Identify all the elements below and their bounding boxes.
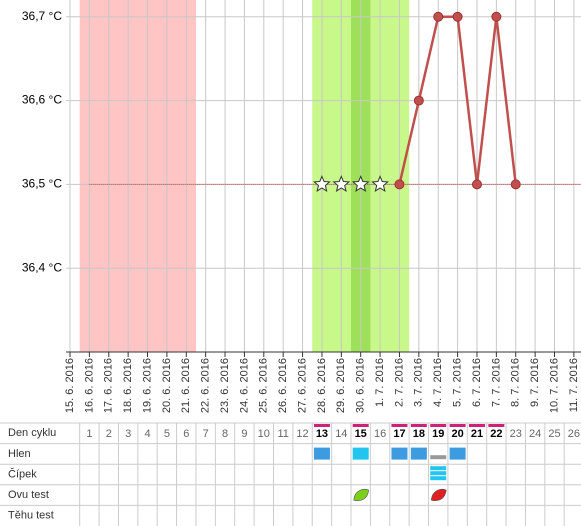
day-number: 22 bbox=[490, 428, 502, 440]
day-number: 5 bbox=[164, 428, 170, 440]
highlight-bar bbox=[352, 424, 369, 427]
x-tick-label: 29. 6. 2016 bbox=[335, 358, 347, 413]
day-number: 26 bbox=[568, 428, 580, 440]
star-point bbox=[371, 175, 389, 192]
row-label: Den cyklu bbox=[8, 427, 56, 439]
hlen-mark bbox=[410, 447, 427, 460]
day-number: 16 bbox=[374, 428, 386, 440]
day-number: 6 bbox=[183, 428, 189, 440]
cipek-line bbox=[430, 466, 447, 471]
highlight-bar bbox=[391, 424, 408, 427]
day-number: 12 bbox=[296, 428, 308, 440]
temperature-point bbox=[413, 95, 424, 106]
x-tick-label: 11. 7. 2016 bbox=[568, 358, 580, 412]
day-number: 1 bbox=[86, 428, 92, 440]
y-tick-label: 36,4 °C bbox=[22, 260, 62, 274]
y-tick-label: 36,5 °C bbox=[22, 177, 62, 191]
star-point bbox=[313, 175, 331, 192]
day-number: 19 bbox=[432, 428, 444, 440]
day-number: 13 bbox=[316, 428, 328, 440]
x-tick-label: 28. 6. 2016 bbox=[316, 358, 328, 413]
x-tick-label: 3. 7. 2016 bbox=[413, 358, 425, 407]
cipek-line bbox=[430, 476, 447, 481]
hlen-mark bbox=[313, 447, 330, 460]
day-number: 18 bbox=[413, 428, 425, 440]
highlight-bar bbox=[488, 424, 505, 427]
day-number: 23 bbox=[510, 428, 522, 440]
x-tick-label: 24. 6. 2016 bbox=[238, 358, 250, 413]
y-tick-label: 36,7 °C bbox=[22, 9, 62, 23]
day-number: 25 bbox=[548, 428, 560, 440]
temperature-point bbox=[491, 11, 502, 22]
temperature-point bbox=[510, 179, 521, 190]
x-tick-label: 27. 6. 2016 bbox=[296, 358, 308, 413]
x-tick-label: 4. 7. 2016 bbox=[432, 358, 444, 407]
x-tick-label: 30. 6. 2016 bbox=[355, 358, 367, 413]
day-number: 2 bbox=[106, 428, 112, 440]
cipek-top bbox=[430, 455, 447, 460]
day-number: 11 bbox=[277, 428, 288, 440]
day-number: 17 bbox=[393, 428, 405, 440]
day-number: 10 bbox=[258, 428, 270, 440]
x-tick-label: 9. 7. 2016 bbox=[529, 358, 541, 407]
temperature-point bbox=[433, 11, 444, 22]
x-tick-label: 23. 6. 2016 bbox=[219, 358, 231, 413]
x-tick-label: 21. 6. 2016 bbox=[180, 358, 192, 413]
ovu-mark bbox=[353, 488, 370, 501]
row-label: Těhu test bbox=[8, 510, 54, 522]
star-point bbox=[351, 175, 370, 192]
x-tick-label: 10. 7. 2016 bbox=[548, 358, 560, 413]
highlight-bar bbox=[410, 424, 427, 427]
day-number: 4 bbox=[144, 428, 150, 440]
highlight-bar bbox=[468, 424, 485, 427]
day-number: 8 bbox=[222, 428, 228, 440]
x-tick-label: 7. 7. 2016 bbox=[490, 358, 502, 407]
temperature-point bbox=[394, 179, 405, 190]
day-number: 3 bbox=[125, 428, 131, 440]
hlen-mark bbox=[352, 447, 369, 460]
x-tick-label: 26. 6. 2016 bbox=[277, 358, 289, 413]
x-tick-label: 22. 6. 2016 bbox=[200, 358, 212, 413]
day-number: 15 bbox=[355, 428, 367, 440]
x-tick-label: 6. 7. 2016 bbox=[471, 358, 483, 407]
hlen-mark bbox=[391, 447, 408, 460]
highlight-bar bbox=[430, 424, 447, 427]
band bbox=[79, 0, 196, 352]
day-number: 21 bbox=[471, 428, 483, 440]
day-number: 7 bbox=[203, 428, 209, 440]
cipek-line bbox=[430, 471, 447, 476]
ovu-mark bbox=[430, 488, 447, 501]
row-label: Hlen bbox=[8, 448, 31, 460]
day-number: 20 bbox=[451, 428, 463, 440]
hlen-mark bbox=[449, 447, 466, 460]
day-number: 24 bbox=[529, 428, 541, 440]
row-label: Čípek bbox=[8, 467, 37, 480]
x-tick-label: 20. 6. 2016 bbox=[161, 358, 173, 413]
x-tick-label: 17. 6. 2016 bbox=[103, 358, 115, 413]
cipek-mark bbox=[430, 455, 447, 481]
x-tick-label: 5. 7. 2016 bbox=[452, 358, 464, 407]
x-tick-label: 15. 6. 2016 bbox=[64, 358, 76, 413]
temperature-point bbox=[452, 11, 463, 22]
x-tick-label: 1. 7. 2016 bbox=[374, 358, 386, 407]
x-tick-label: 18. 6. 2016 bbox=[122, 358, 134, 413]
row-label: Ovu test bbox=[8, 489, 49, 501]
x-tick-label: 19. 6. 2016 bbox=[141, 358, 153, 413]
x-tick-label: 25. 6. 2016 bbox=[258, 358, 270, 413]
y-tick-label: 36,6 °C bbox=[22, 93, 62, 107]
highlight-bar bbox=[449, 424, 466, 427]
day-number: 9 bbox=[241, 428, 247, 440]
x-tick-label: 2. 7. 2016 bbox=[393, 358, 405, 407]
day-number: 14 bbox=[335, 428, 347, 440]
temperature-point bbox=[471, 179, 482, 190]
x-tick-label: 16. 6. 2016 bbox=[83, 358, 95, 413]
highlight-bar bbox=[313, 424, 330, 427]
x-tick-label: 8. 7. 2016 bbox=[510, 358, 522, 407]
star-point bbox=[332, 175, 351, 192]
